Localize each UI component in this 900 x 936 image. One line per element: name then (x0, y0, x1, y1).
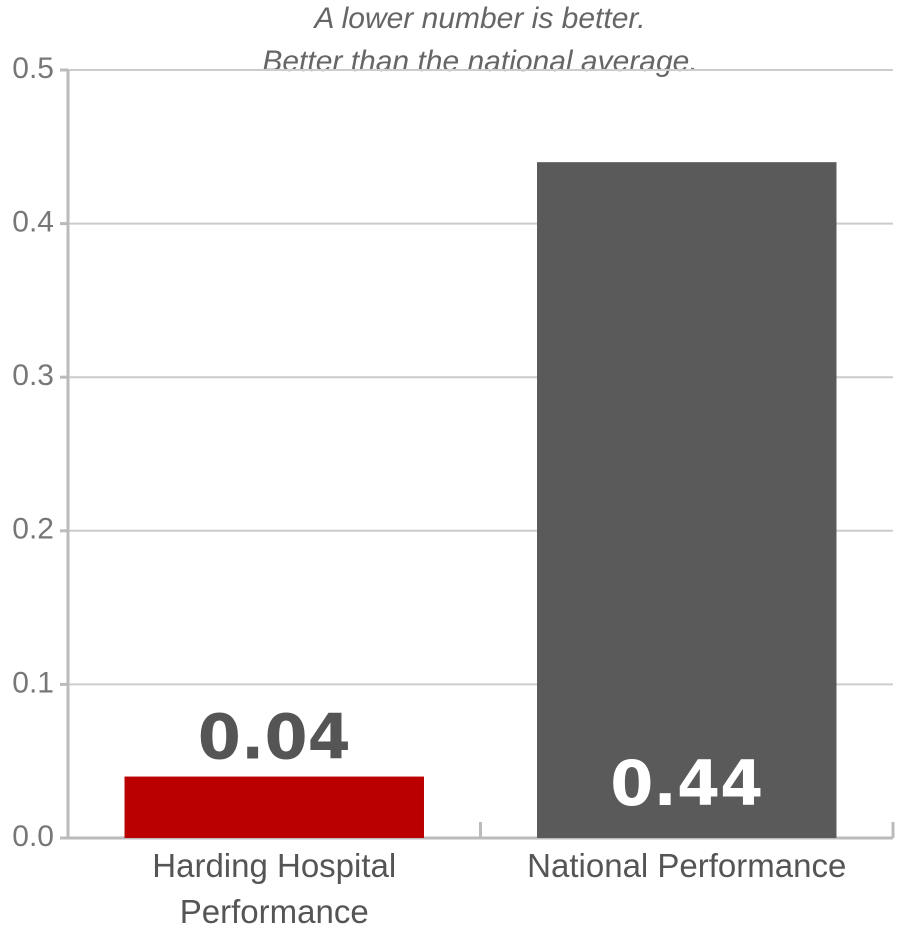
chart-subtitle: Better than the national average. (262, 45, 697, 78)
y-tick-label: 0.2 (12, 513, 54, 546)
value-label: 0.44 (610, 747, 763, 820)
y-tick-label: 0.0 (12, 820, 54, 853)
value-label: 0.04 (198, 701, 351, 774)
bar (537, 162, 837, 838)
chart-title: A lower number is better. (312, 2, 645, 35)
y-tick-label: 0.4 (12, 206, 54, 239)
x-tick-label: Harding Hospital Performance (152, 847, 397, 930)
y-tick-label: 0.5 (12, 52, 54, 85)
x-tick-label: National Performance (527, 847, 847, 884)
y-tick-label: 0.3 (12, 359, 54, 392)
bar (124, 776, 424, 838)
y-tick-label: 0.1 (12, 666, 54, 699)
